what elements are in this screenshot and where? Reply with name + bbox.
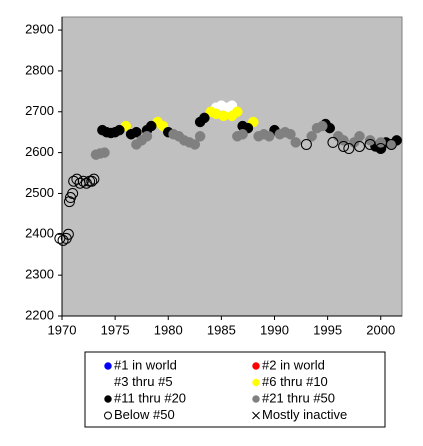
point [63, 196, 75, 208]
y-tick-label: 2700 [25, 103, 54, 118]
y-tick-label: 2200 [25, 307, 54, 322]
legend-marker [104, 378, 112, 387]
x-tick-label: 1985 [207, 322, 236, 337]
y-tick-label: 2900 [25, 22, 54, 37]
legend-marker [104, 395, 112, 403]
point [306, 131, 317, 142]
x-tick-label: 1970 [48, 322, 77, 337]
point [88, 173, 100, 185]
x-tick-label: 2000 [366, 322, 395, 337]
point [338, 135, 349, 146]
y-tick-label: 2600 [25, 144, 54, 159]
point [263, 131, 275, 142]
legend-marker [252, 411, 260, 420]
legend-label: Mostly inactive [262, 407, 347, 422]
point [71, 173, 83, 185]
point [317, 120, 328, 132]
plot-area [61, 16, 403, 317]
x-tick-label: 1975 [101, 322, 130, 337]
legend-marker [104, 411, 112, 420]
point [131, 126, 142, 138]
point [285, 128, 296, 140]
point [300, 138, 312, 150]
point [77, 175, 89, 187]
point [62, 228, 74, 240]
point [199, 112, 210, 124]
legend-label: #6 thru #10 [262, 374, 328, 389]
point [364, 138, 376, 150]
point [364, 135, 376, 146]
point [189, 139, 201, 150]
legend-marker [252, 362, 260, 370]
y-tick-label: 2800 [25, 62, 54, 77]
point [99, 147, 110, 158]
legend-marker [252, 378, 260, 387]
point [354, 131, 365, 142]
point [375, 137, 386, 148]
legend-label: #2 in world [262, 357, 325, 372]
point [290, 137, 301, 148]
y-tick-label: 2300 [25, 267, 54, 282]
point [141, 131, 153, 142]
point [375, 143, 387, 155]
legend-label: #21 thru #50 [262, 390, 335, 405]
legend-label: Below #50 [114, 407, 175, 422]
point [343, 143, 355, 155]
point [354, 140, 365, 152]
point [327, 136, 339, 148]
point [194, 131, 206, 142]
legend-label: #3 thru #5 [114, 374, 173, 389]
x-tick-label: 1995 [313, 322, 342, 337]
legend-marker [252, 395, 260, 403]
legend-box [84, 351, 386, 428]
x-tick-label: 1990 [260, 322, 289, 337]
point [146, 120, 157, 132]
point [385, 138, 397, 150]
y-tick-label: 2500 [25, 185, 54, 200]
legend-label: #11 thru #20 [114, 390, 186, 405]
legend-marker [104, 362, 112, 370]
point [338, 140, 350, 152]
point [67, 187, 79, 199]
legend-label: #1 in world [114, 357, 177, 372]
x-tick-label: 1980 [154, 322, 183, 337]
point [232, 106, 243, 118]
y-tick-label: 2400 [25, 226, 54, 241]
point [86, 175, 98, 187]
point [114, 124, 125, 136]
point [237, 128, 248, 140]
